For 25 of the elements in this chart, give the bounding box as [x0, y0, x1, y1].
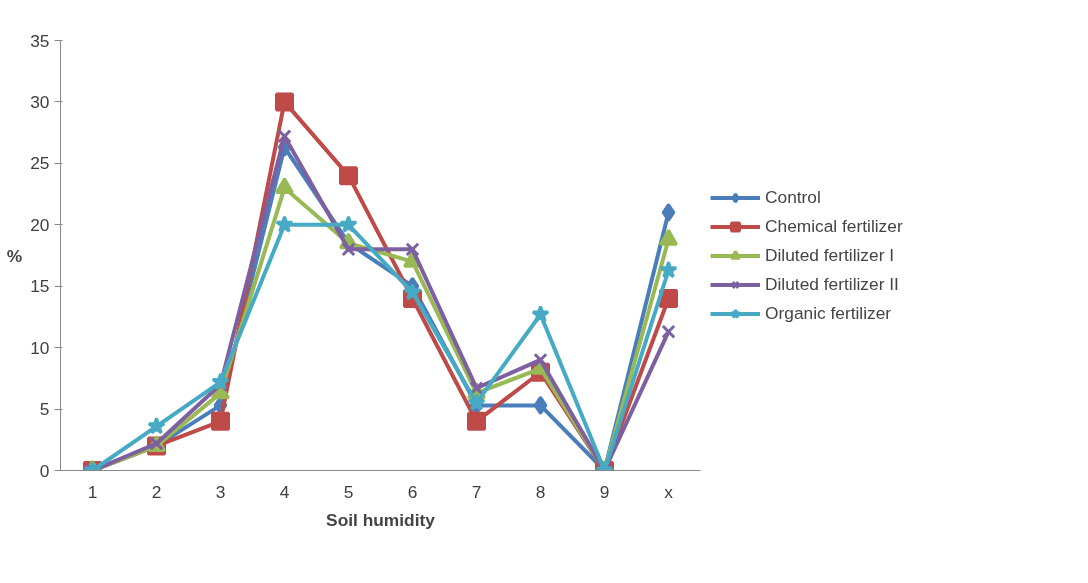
legend-label: Chemical fertilizer: [765, 215, 903, 237]
x-tick-label: 6: [407, 481, 418, 502]
legend-label: Diluted fertilizer I: [765, 244, 895, 266]
x-tick-label: 9: [599, 481, 610, 502]
y-tick-label: 0: [39, 460, 50, 481]
legend-label: Diluted fertilizer II: [765, 273, 899, 295]
y-tick-label: 5: [39, 399, 50, 420]
x-tick-label: 3: [215, 481, 226, 502]
x-tick-label: x: [664, 481, 674, 502]
x-tick-label: 1: [87, 481, 98, 502]
y-tick-label: 20: [30, 214, 50, 235]
legend-label: Control: [765, 186, 821, 208]
x-tick-label: 2: [151, 481, 162, 502]
y-axis-title: %: [6, 245, 23, 266]
x-tick-label: 7: [471, 481, 482, 502]
y-tick-label: 10: [30, 337, 50, 358]
y-tick-label: 30: [30, 91, 50, 112]
legend-label: Organic fertilizer: [765, 302, 892, 324]
x-axis-title: Soil humidity: [326, 509, 436, 530]
x-tick-label: 5: [343, 481, 354, 502]
x-tick-label: 4: [279, 481, 290, 502]
y-tick-label: 25: [30, 153, 50, 174]
y-tick-label: 15: [30, 276, 50, 297]
y-tick-label: 35: [30, 30, 50, 51]
x-tick-label: 8: [535, 481, 546, 502]
